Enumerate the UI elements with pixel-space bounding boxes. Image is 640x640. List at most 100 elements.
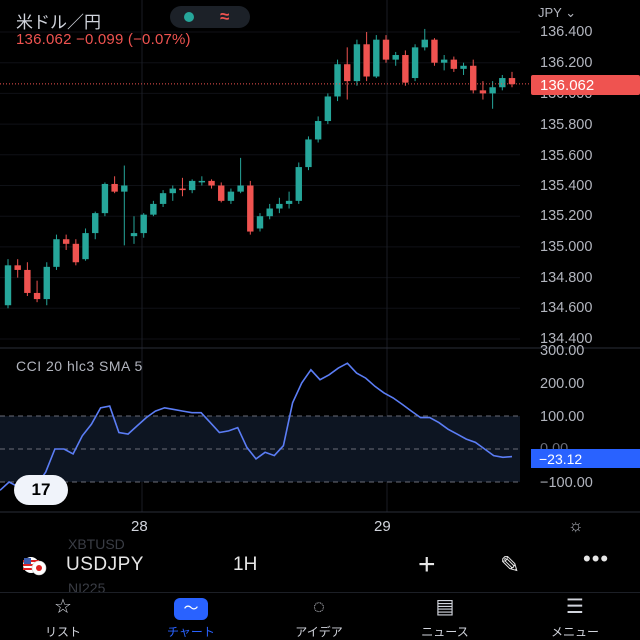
tab-news[interactable]: ▤ ニュース (400, 595, 490, 640)
candle-body (140, 214, 147, 234)
price-tick: 136.400 (540, 24, 593, 40)
chart-canvas[interactable] (0, 0, 640, 545)
candle-body (344, 64, 351, 82)
candlestick-series (4, 28, 516, 309)
candle-body (33, 292, 41, 300)
candle-body (479, 90, 487, 94)
tab-menu[interactable]: ☰ メニュー (530, 595, 620, 640)
price-tick: 135.600 (540, 148, 593, 164)
drawing-pen-icon[interactable]: ✎ (500, 552, 521, 579)
cci-tick: 300.00 (540, 343, 585, 359)
settings-gear-icon[interactable]: ☼ (568, 516, 584, 535)
candle-body (188, 180, 196, 191)
candle-body (314, 121, 322, 140)
last-price: 136.062 (16, 31, 72, 48)
tab-ideas[interactable]: ◌ アイデア (274, 595, 364, 640)
tab-label: ニュース (421, 625, 469, 639)
add-icon[interactable]: + (418, 548, 436, 581)
candle-body (363, 44, 370, 77)
candle-body (82, 233, 89, 260)
time-label: 28 (131, 518, 148, 535)
candle-body (218, 185, 225, 201)
price-quote: 136.062 −0.099 (−0.07%) (16, 31, 191, 48)
chart-icon: 〜 (174, 598, 208, 620)
price-tick: 136.200 (540, 55, 593, 71)
menu-icon: ☰ (566, 596, 584, 618)
candle-body (499, 78, 506, 88)
price-tick: 135.800 (540, 117, 593, 133)
price-change: −0.099 (76, 31, 124, 48)
candle-body (24, 269, 31, 293)
candle-body (150, 203, 157, 215)
usd-jpy-flag-icon (23, 557, 47, 576)
price-tick: 134.600 (540, 300, 593, 316)
cci-tick: −100.00 (540, 475, 593, 491)
tab-label: チャート (167, 625, 215, 639)
candle-body (14, 265, 21, 270)
candle-body (101, 183, 109, 214)
candle-body (92, 213, 99, 234)
market-status-pill[interactable]: ≈ (170, 6, 250, 28)
candle-body (111, 183, 118, 192)
candle-body (130, 233, 138, 237)
price-tick: 134.800 (540, 270, 593, 286)
candle-body (121, 185, 128, 192)
candle-body (392, 55, 399, 60)
candle-body (411, 47, 419, 79)
star-icon: ☆ (54, 596, 72, 618)
candle-body (276, 203, 283, 209)
candle-body (450, 59, 458, 69)
candle-body (247, 185, 254, 232)
candle-body (198, 180, 206, 183)
market-open-dot-icon (184, 12, 194, 22)
timeframe-button[interactable]: 1H (233, 554, 258, 575)
candle-body (489, 87, 496, 94)
candle-body (382, 39, 390, 60)
candle-body (295, 167, 302, 201)
candle-body (440, 59, 448, 63)
indicator-label[interactable]: CCI 20 hlc3 SMA 5 (16, 358, 143, 374)
more-options-icon[interactable]: ••• (583, 546, 610, 571)
candle-body (43, 266, 50, 300)
candle-body (421, 39, 428, 48)
candle-body (4, 265, 12, 306)
candle-body (169, 188, 176, 194)
symbol-name[interactable]: USDJPY (66, 554, 144, 575)
chevron-down-icon: ⌄ (565, 5, 577, 20)
candle-body (470, 65, 477, 91)
current-price-tag: 136.062 (531, 75, 640, 95)
price-tick: 134.400 (540, 331, 593, 347)
candle-body (227, 191, 235, 201)
price-tick: 135.200 (540, 208, 593, 224)
cci-tick: 200.00 (540, 376, 585, 392)
price-tick: 135.400 (540, 178, 593, 194)
news-icon: ▤ (435, 596, 455, 618)
price-tick: 135.000 (540, 239, 593, 255)
ghost-symbol: XBTUSD (68, 536, 125, 552)
candle-body (402, 55, 409, 83)
candle-body (266, 208, 273, 217)
tab-label: メニュー (550, 625, 599, 639)
tab-chart[interactable]: 〜 チャート (146, 595, 236, 640)
instrument-title[interactable]: 米ドル／円 (16, 13, 101, 32)
candle-body (460, 65, 467, 69)
candle-body (62, 239, 70, 244)
bottom-tab-bar: ☆ リスト 〜 チャート ◌ アイデア ▤ ニュース ☰ メニュー (0, 592, 640, 640)
candle-body (179, 188, 186, 191)
candle-body (324, 96, 332, 122)
currency-selector[interactable]: JPY ⌄ (538, 5, 576, 21)
candle-body (285, 200, 293, 204)
currency-label: JPY (538, 5, 562, 20)
tradingview-logo[interactable]: 17 (14, 475, 68, 505)
cci-tick: 100.00 (540, 409, 585, 425)
tab-list[interactable]: ☆ リスト (18, 595, 108, 640)
lightbulb-icon: ◌ (313, 596, 325, 618)
candle-body (208, 180, 215, 186)
candle-body (353, 44, 361, 82)
tab-label: リスト (44, 625, 81, 639)
cci-line (0, 362, 513, 491)
candle-body (159, 193, 167, 204)
candle-body (373, 39, 380, 77)
candle-body (305, 139, 312, 168)
candle-body (431, 39, 438, 63)
